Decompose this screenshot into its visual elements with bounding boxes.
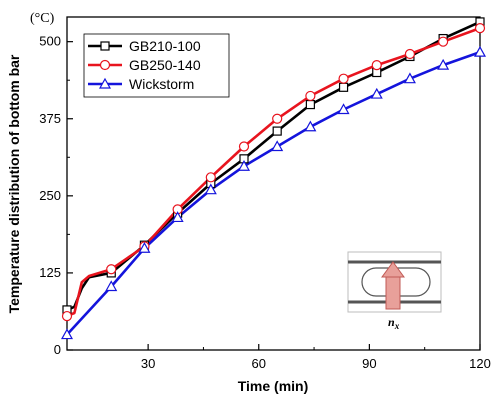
data-point-gb250-140-0 [61,310,73,322]
data-point-wickstorm-4 [204,183,217,195]
x-axis-label: Time (min) [238,378,309,394]
inset-arrow-head-icon [381,261,405,278]
data-point-gb250-140-5 [238,141,250,152]
data-point-gb250-140-4 [205,172,216,183]
data-point-wickstorm-0 [60,328,74,340]
axis-ticks: 30 60 90 120 0 125 250 375 500 [39,34,491,371]
legend-entry-3: Wickstorm [88,76,194,92]
data-point-wickstorm-9 [370,87,383,99]
data-point-wickstorm-5 [237,159,251,171]
y-tick-label-0: 0 [54,342,61,357]
y-tick-label-1: 125 [39,265,61,280]
plot-area [66,16,481,351]
data-point-gb210-100-8 [338,82,349,92]
y-unit-label: (°C) [30,11,55,26]
inset-arrow-shaft [385,275,401,310]
series-line-gb250-140 [66,26,481,318]
x-tick-label-3: 120 [469,356,491,371]
y-tick-label-4: 500 [39,34,61,49]
data-point-gb250-140-7 [305,90,316,102]
data-point-gb250-140-10 [404,48,416,60]
inset-label-sub: x [394,321,400,331]
x-tick-label-1: 60 [252,356,266,371]
data-point-gb250-140-1 [106,264,117,275]
x-tick-label-0: 30 [141,356,155,371]
data-point-wickstorm-12 [473,45,487,57]
legend-entry-1: GB210-100 [88,38,201,54]
data-point-gb250-140-11 [438,36,449,47]
data-point-wickstorm-6 [271,140,284,152]
data-point-wickstorm-2 [138,242,151,253]
legend-marker-triangle [98,77,112,89]
data-point-gb210-100-6 [272,126,282,136]
series-markers [60,17,487,340]
data-point-wickstorm-11 [437,58,450,70]
data-point-wickstorm-1 [105,280,118,292]
data-point-gb250-140-9 [371,59,382,71]
legend-marker-square [100,41,110,51]
y-tick-label-2: 250 [39,188,61,203]
data-point-wickstorm-7 [304,120,317,132]
legend-label-1: GB210-100 [129,38,201,54]
data-point-wickstorm-8 [337,103,350,115]
data-point-wickstorm-3 [171,211,184,223]
inset-label: nx [388,315,400,331]
plot-frame [66,16,481,351]
legend-marker-circle [99,59,111,71]
data-point-gb210-100-7 [305,99,315,110]
y-tick-label-3: 375 [39,111,61,126]
data-point-gb250-140-8 [338,73,349,84]
data-point-gb250-140-6 [272,113,283,124]
inset-diagram: nx [347,251,442,331]
legend-entry-2: GB250-140 [88,57,201,73]
data-point-gb250-140-12 [474,23,486,34]
y-axis-label: Temperature distribution of bottom bar [6,54,22,313]
legend-label-2: GB250-140 [129,57,201,73]
series-line-gb210-100 [66,20,481,312]
legend: GB210-100 GB250-140 Wickstorm [83,33,230,98]
x-tick-label-2: 90 [362,356,376,371]
legend-label-3: Wickstorm [129,76,194,92]
data-point-wickstorm-10 [403,72,416,84]
